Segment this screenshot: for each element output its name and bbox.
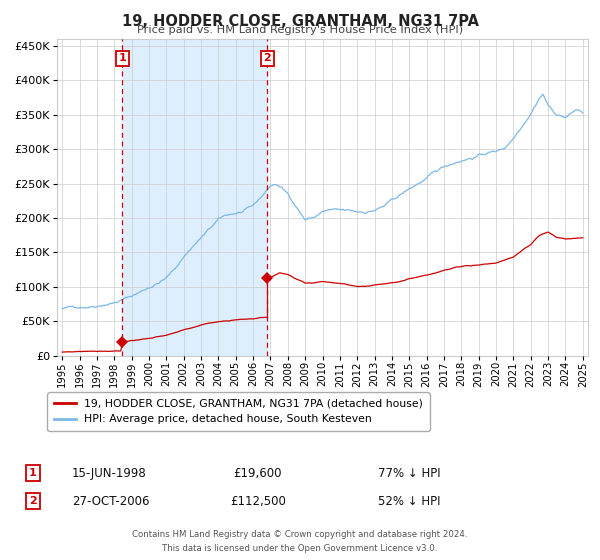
Text: 2: 2 — [29, 496, 37, 506]
Text: 27-OCT-2006: 27-OCT-2006 — [72, 494, 149, 508]
Text: Price paid vs. HM Land Registry's House Price Index (HPI): Price paid vs. HM Land Registry's House … — [137, 25, 463, 35]
Text: Contains HM Land Registry data © Crown copyright and database right 2024.: Contains HM Land Registry data © Crown c… — [132, 530, 468, 539]
Text: £112,500: £112,500 — [230, 494, 286, 508]
Legend: 19, HODDER CLOSE, GRANTHAM, NG31 7PA (detached house), HPI: Average price, detac: 19, HODDER CLOSE, GRANTHAM, NG31 7PA (de… — [47, 393, 430, 431]
Text: £19,600: £19,600 — [234, 466, 282, 480]
Text: 52% ↓ HPI: 52% ↓ HPI — [378, 494, 440, 508]
Text: 15-JUN-1998: 15-JUN-1998 — [72, 466, 147, 480]
Text: This data is licensed under the Open Government Licence v3.0.: This data is licensed under the Open Gov… — [163, 544, 437, 553]
Text: 1: 1 — [29, 468, 37, 478]
Text: 77% ↓ HPI: 77% ↓ HPI — [378, 466, 440, 480]
Text: 19, HODDER CLOSE, GRANTHAM, NG31 7PA: 19, HODDER CLOSE, GRANTHAM, NG31 7PA — [121, 14, 479, 29]
Bar — [122, 39, 268, 356]
Text: 2: 2 — [263, 53, 271, 63]
Text: 1: 1 — [118, 53, 126, 63]
